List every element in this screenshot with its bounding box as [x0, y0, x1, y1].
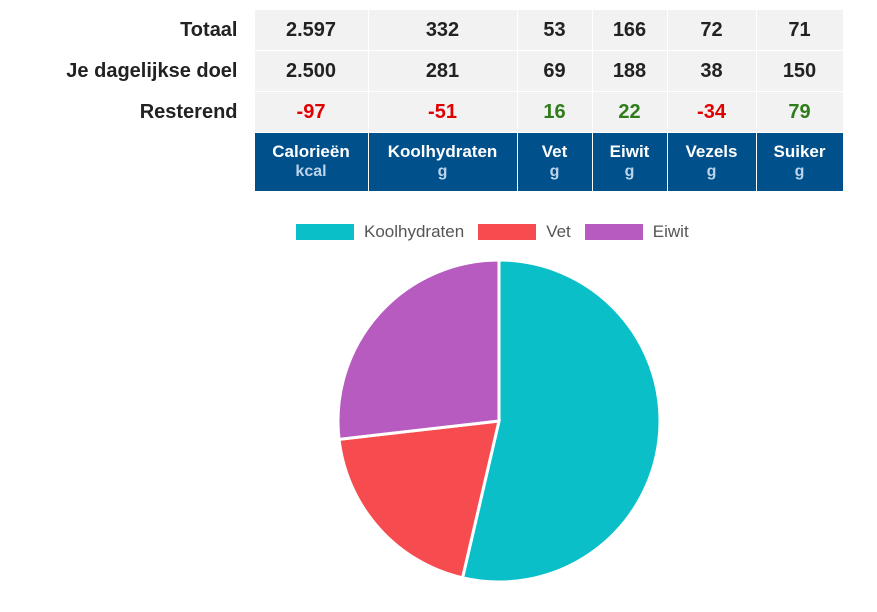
column-label: Suiker: [773, 142, 826, 161]
nutrition-summary-table: Totaal 2.597 332 53 166 72 71 Je dagelij…: [0, 10, 844, 191]
goal-protein: 188: [592, 50, 668, 92]
column-unit: g: [437, 163, 448, 180]
total-calories: 2.597: [254, 10, 369, 51]
legend-item-fat[interactable]: Vet: [478, 222, 571, 242]
column-unit: g: [549, 163, 560, 180]
pie-slice-carbs[interactable]: [460, 258, 662, 584]
legend-swatch: [296, 224, 354, 240]
row-label: Resterend: [0, 91, 255, 133]
column-header-calories: Calorieën kcal: [254, 132, 369, 191]
total-carbs: 332: [368, 10, 518, 51]
column-header-row: Calorieën kcal Koolhydraten g Vet g Eiwit g …: [0, 132, 844, 191]
chart-legend: Koolhydraten Vet Eiwit: [296, 222, 703, 242]
column-header-carbs: Koolhydraten g: [368, 132, 518, 191]
goal-fiber: 38: [667, 50, 757, 92]
legend-item-protein[interactable]: Eiwit: [584, 222, 689, 242]
row-daily-goal: Je dagelijkse doel 2.500 281 69 188 38 1…: [0, 50, 844, 92]
goal-calories: 2.500: [254, 50, 369, 92]
column-label: Eiwit: [609, 142, 650, 161]
column-label: Vezels: [685, 142, 738, 161]
legend-swatch: [478, 224, 537, 240]
row-label: Je dagelijkse doel: [0, 50, 255, 92]
remaining-calories: -97: [254, 91, 369, 133]
total-fat: 53: [517, 10, 593, 51]
total-sugar: 71: [756, 10, 844, 51]
row-remaining: Resterend -97 -51 16 22 -34 79: [0, 91, 844, 133]
column-unit: g: [624, 163, 635, 180]
legend-item-carbs[interactable]: Koolhydraten: [296, 222, 464, 242]
column-label: Koolhydraten: [387, 142, 498, 161]
goal-sugar: 150: [756, 50, 844, 92]
goal-carbs: 281: [368, 50, 518, 92]
legend-label: Vet: [546, 222, 571, 241]
column-header-fat: Vet g: [517, 132, 593, 191]
legend-label: Eiwit: [652, 222, 689, 241]
column-header-sugar: Suiker g: [756, 132, 844, 191]
macro-pie-chart: [336, 258, 662, 584]
row-total: Totaal 2.597 332 53 166 72 71: [0, 10, 844, 51]
pie-slice-fat[interactable]: [337, 419, 501, 580]
column-label: Vet: [541, 142, 568, 161]
total-protein: 166: [592, 10, 668, 51]
remaining-fat: 16: [517, 91, 593, 133]
column-unit: kcal: [295, 163, 327, 180]
column-header-fiber: Vezels g: [667, 132, 757, 191]
remaining-sugar: 79: [756, 91, 844, 133]
pie-slice-protein[interactable]: [336, 258, 501, 442]
row-label: Totaal: [0, 10, 255, 51]
header-spacer: [0, 132, 255, 191]
remaining-carbs: -51: [368, 91, 518, 133]
legend-label: Koolhydraten: [364, 222, 465, 241]
column-unit: g: [706, 163, 717, 180]
remaining-protein: 22: [592, 91, 668, 133]
remaining-fiber: -34: [667, 91, 757, 133]
column-header-protein: Eiwit g: [592, 132, 668, 191]
goal-fat: 69: [517, 50, 593, 92]
column-label: Calorieën: [272, 142, 350, 161]
total-fiber: 72: [667, 10, 757, 51]
legend-swatch: [584, 224, 643, 240]
column-unit: g: [794, 163, 805, 180]
